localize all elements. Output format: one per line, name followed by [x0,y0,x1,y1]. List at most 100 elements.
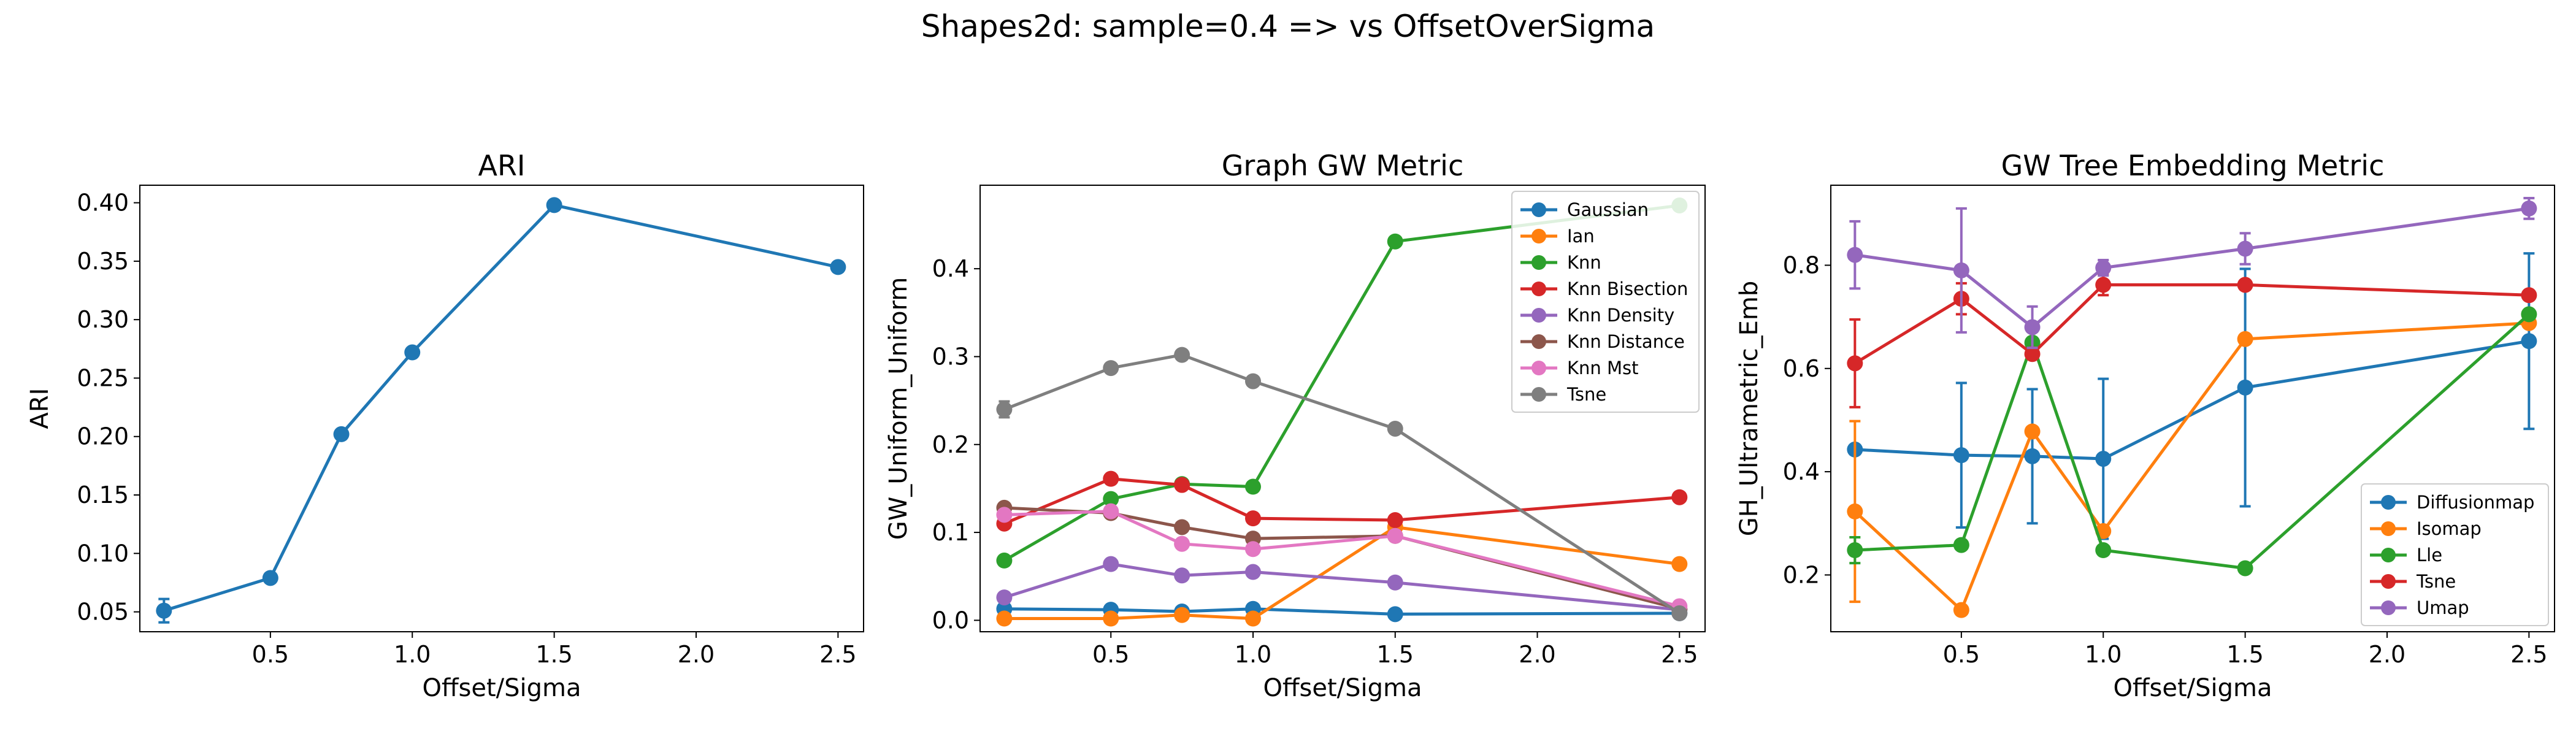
data-point [2237,277,2253,293]
data-point [1847,503,1863,519]
series-lle [1847,306,2537,577]
data-point [1103,491,1119,507]
data-point [996,610,1013,627]
legend-label: Knn Bisection [1567,278,1688,299]
data-point [1174,347,1190,363]
data-point [2024,423,2041,440]
data-point [1671,489,1688,505]
chart-title: Graph GW Metric [1222,149,1463,182]
legend-label: Umap [2417,597,2469,618]
data-point [2237,331,2253,347]
x-tick-label: 2.0 [678,641,715,668]
series-line [163,203,838,613]
y-tick-label: 0.4 [932,255,969,282]
x-tick-label: 2.5 [1661,641,1698,668]
legend-label: Tsne [2416,571,2456,592]
data-point [333,426,350,442]
chart-panel-1: ARI 0.5 1.0 1.5 2.0 2.5 0.05 0.10 0.15 0.20 0.25 0.… [26,149,864,702]
x-axis-label: Offset/Sigma [1263,674,1422,702]
data-point [2024,346,2041,362]
legend-marker [1531,202,1546,217]
data-point [2024,448,2041,464]
axes-frame [979,185,1706,632]
y-tick-label: 0.0 [932,607,969,634]
series-knn-bisection [996,470,1688,532]
data-point [1103,360,1119,377]
y-axis-label: ARI [26,388,54,429]
x-tick-label: 0.5 [1943,641,1980,668]
x-tick-label: 1.0 [2085,641,2122,668]
legend-label: Knn Distance [1567,331,1685,352]
data-point [2095,277,2112,293]
x-tick-label: 0.5 [1092,641,1129,668]
series-line [1003,353,1681,615]
axes-frame [139,185,864,632]
series-line [1004,607,1680,616]
legend-label: Diffusionmap [2417,492,2534,513]
chart-title: ARI [478,149,526,182]
series-umap [1847,197,2537,350]
legend-label: Knn Density [1567,305,1674,326]
data-point [1387,512,1403,528]
legend: Gaussian Ian Knn Knn Bisection Knn Density Kn… [1511,191,1700,413]
legend-marker [2381,495,2396,510]
figure-suptitle: Shapes2d: sample=0.4 => vs OffsetOverSig… [921,9,1655,44]
y-tick-label: 0.35 [77,248,129,275]
y-tick-label: 0.40 [77,190,129,217]
legend-label: Gaussian [1567,199,1649,220]
x-tick-label: 2.0 [2369,641,2405,668]
data-point [1103,610,1119,627]
data-point [1103,503,1119,519]
data-point [1174,607,1190,623]
legend-label: Knn Mst [1567,358,1639,378]
data-point [1174,535,1190,552]
chart-panel-3: GW Tree Embedding Metric 0.5 1.0 1.5 2.0 2.5 0… [1735,149,2555,702]
series-line [1855,339,2529,461]
legend-marker [1531,334,1546,349]
x-tick-label: 1.5 [2226,641,2263,668]
series-tsne [1847,273,2537,408]
data-point [1387,527,1403,544]
legend-marker [1531,255,1546,270]
legend-label: Isomap [2417,518,2482,539]
data-point [996,507,1013,523]
legend-box [2361,483,2549,626]
data-point [1387,606,1403,623]
legend-marker [2381,600,2396,615]
x-tick-label: 2.5 [2510,641,2547,668]
data-point [2521,200,2537,217]
data-point [1244,510,1261,527]
data-point [1174,567,1190,584]
data-point [546,197,562,213]
x-tick-label: 1.0 [394,641,431,668]
legend-label: Knn [1567,252,1601,273]
series-line [1854,207,2529,329]
legend-marker [2381,548,2396,562]
x-tick-label: 0.5 [252,641,289,668]
x-axis-label: Offset/Sigma [422,674,581,702]
data-point [1103,556,1119,572]
chart-panel-2: Graph GW Metric 0.5 1.0 1.5 2.0 2.5 0.0 0.1 0.2 0… [884,149,1706,702]
data-point [1244,478,1261,495]
data-point [1953,537,1969,553]
legend-marker [1531,229,1546,243]
data-point [1244,564,1261,580]
data-point [1671,605,1688,621]
data-point [1671,556,1688,572]
data-point [1953,447,1969,464]
data-point [1847,247,1863,263]
series-line [1004,525,1680,621]
data-point [1244,610,1261,627]
series-line [1853,321,2529,612]
y-axis-label: GW_Uniform_Uniform [884,277,913,540]
data-point [262,570,278,586]
axes-frame [1830,185,2555,632]
y-tick-label: 0.30 [77,306,129,333]
data-point [1244,373,1261,389]
data-point [1387,420,1403,437]
data-point [2521,287,2537,304]
legend-marker [1531,282,1546,296]
y-tick-label: 0.8 [1783,251,1820,278]
data-point [2237,240,2253,257]
